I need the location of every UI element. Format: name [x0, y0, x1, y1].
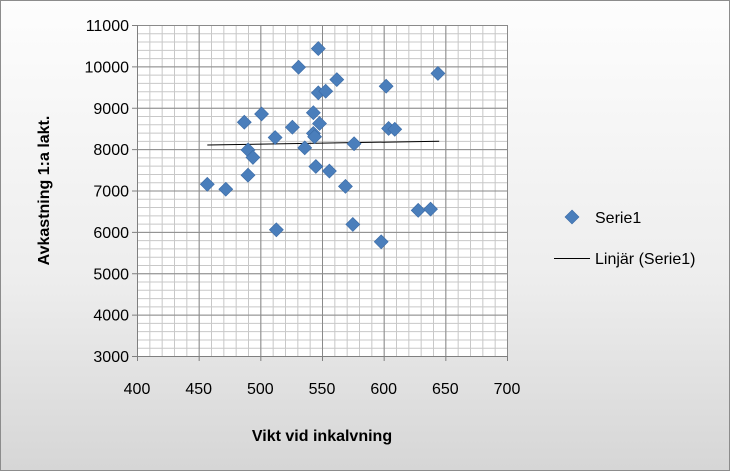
x-axis-title: Vikt vid inkalvning [252, 428, 392, 445]
data-point [346, 136, 362, 152]
y-tick-label: 4000 [93, 308, 129, 325]
data-point [245, 149, 261, 165]
data-point [338, 178, 353, 194]
x-tick-label: 450 [185, 381, 212, 398]
data-point [318, 83, 334, 99]
x-tick-label: 600 [370, 381, 397, 398]
x-tick-label: 550 [309, 381, 336, 398]
x-tick-label: 650 [432, 381, 459, 398]
y-tick-label: 6000 [93, 225, 129, 242]
data-point [236, 114, 252, 130]
legend-label-trendline: Linjär (Serie1) [595, 251, 695, 268]
data-point [312, 116, 327, 131]
data-point [373, 234, 389, 250]
y-tick-label: 11000 [86, 18, 129, 35]
data-point [240, 167, 256, 183]
data-point [291, 59, 306, 75]
data-point [307, 129, 323, 145]
data-point [321, 163, 337, 179]
data-point [267, 130, 283, 145]
trendline [207, 140, 440, 146]
scatter-points [199, 41, 446, 250]
y-tick-label: 3000 [93, 349, 129, 366]
y-tick-label: 9000 [93, 101, 129, 118]
x-tick-label: 400 [124, 381, 151, 398]
data-point [284, 119, 300, 135]
y-tick-label: 8000 [93, 142, 129, 159]
data-point [308, 159, 324, 174]
data-point [329, 72, 345, 88]
y-tick-label: 7000 [93, 184, 129, 201]
x-tick-label: 500 [247, 381, 274, 398]
legend-marker-serie1 [564, 209, 580, 225]
data-point [199, 176, 215, 192]
data-point [387, 121, 403, 137]
x-tick-label: 700 [494, 381, 521, 398]
data-point [305, 105, 321, 121]
data-point [345, 217, 361, 232]
data-point [378, 78, 394, 94]
y-axis-title: Avkastning 1:a lakt. [36, 116, 53, 266]
data-point [218, 181, 234, 197]
data-point [310, 41, 326, 57]
data-point [254, 106, 269, 122]
data-point [297, 140, 313, 156]
legend-label-serie1: Serie1 [595, 210, 641, 227]
data-point [423, 201, 438, 217]
y-tick-label: 10000 [85, 59, 130, 76]
data-point [430, 65, 446, 81]
data-point [410, 202, 426, 218]
data-point [268, 222, 284, 238]
y-tick-label: 5000 [93, 266, 129, 283]
